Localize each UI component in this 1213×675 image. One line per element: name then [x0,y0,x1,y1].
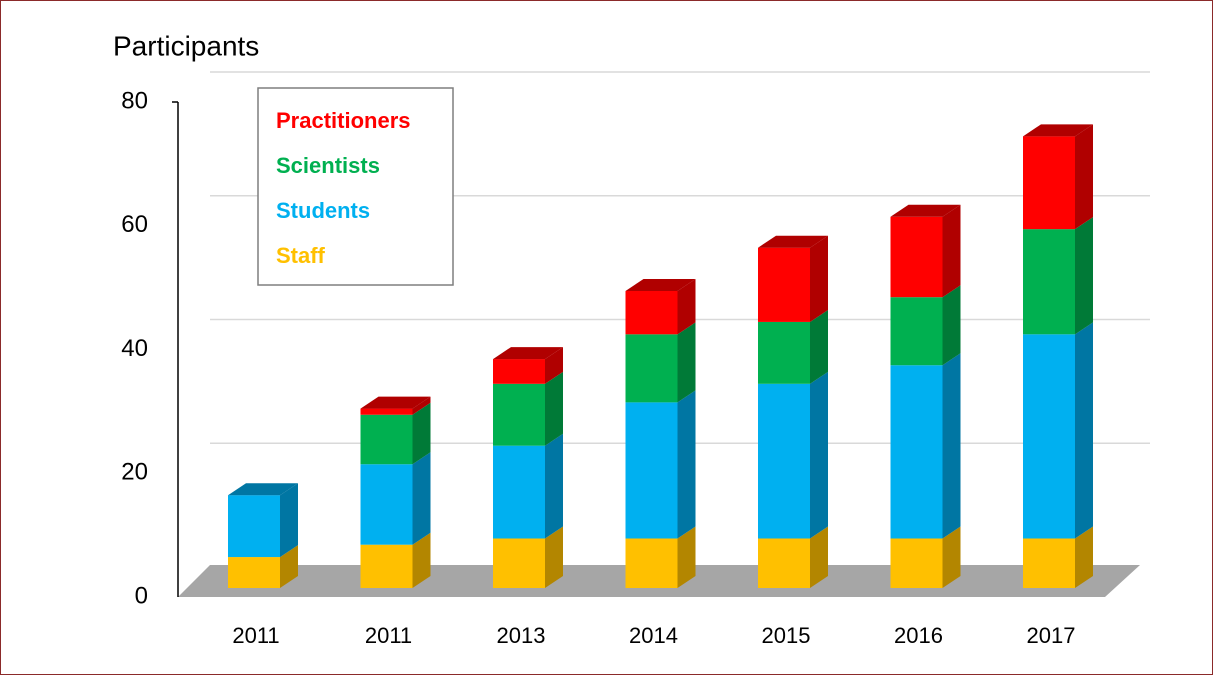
bar-side [545,526,563,588]
bar-segment [493,359,545,384]
bar-side [677,279,696,335]
bar-segment [758,538,810,588]
y-tick-label: 80 [121,87,148,114]
bar-side [545,433,563,539]
x-tick-label: 2011 [365,623,412,648]
bar-side [942,285,961,366]
legend-label: Practitioners [276,108,411,133]
x-tick-label: 2011 [232,623,279,648]
legend-box [257,87,454,286]
bar-side [810,235,828,322]
bar-segment [493,538,545,588]
bar-top [493,347,563,360]
y-tick-label: 0 [135,582,148,609]
x-tick-label: 2014 [629,623,678,648]
bar-segment [1023,136,1075,230]
bar-top [228,483,298,496]
bar-side [545,371,563,446]
bar-side [810,371,828,539]
bar-segment [758,383,810,539]
bar-segment [758,321,810,384]
bar-side [942,526,961,588]
bar-segment [625,291,678,335]
bar-top [360,396,431,409]
bar-segment [625,402,678,539]
bar-segment [360,408,413,415]
bar-side [280,483,298,558]
bar-side [810,526,828,588]
bar-side [412,396,431,415]
bar-segment [360,414,413,465]
bar-segment [625,538,678,588]
x-tick-label: 2013 [497,623,546,648]
bar-segment [625,334,678,403]
bar-side [942,204,961,298]
x-tick-label: 2016 [894,623,943,648]
bar-side [1075,322,1093,539]
bar-segment [758,247,810,322]
bar-side [1075,124,1093,230]
x-tick-label: 2017 [1027,623,1076,648]
bar-top [758,235,828,248]
bar-side [677,322,696,403]
bar-segment [890,297,943,366]
bar-segment [228,495,280,558]
x-tick-label: 2015 [762,623,811,648]
bar-side [810,309,828,384]
bar-segment [1023,229,1075,335]
bar-side [1075,526,1093,588]
bar-side [677,526,696,588]
bar-segment [228,557,280,588]
legend-label: Students [276,198,370,223]
y-tick-label: 20 [121,459,148,486]
bar-side [942,353,961,539]
bar-side [412,402,431,465]
y-tick-label: 60 [121,211,148,238]
bar-segment [1023,334,1075,539]
bar-side [677,390,696,539]
bar-top [1023,124,1093,137]
legend-label: Staff [276,243,326,268]
bar-side [412,452,431,545]
chart-title: Participants [113,30,259,61]
y-tick-label: 40 [121,335,148,362]
bar-segment [493,445,545,539]
bar-segment [1023,538,1075,588]
bar-side [412,532,431,588]
bar-segment [890,538,943,588]
bar-segment [493,383,545,446]
legend-label: Scientists [276,153,380,178]
bar-segment [360,464,413,545]
bar-top [625,279,696,291]
bar-side [280,545,298,588]
bar-top [890,204,961,217]
bar-side [545,347,563,384]
bar-segment [360,544,413,588]
bar-side [1075,217,1093,335]
bar-segment [890,365,943,539]
bar-segment [890,216,943,298]
